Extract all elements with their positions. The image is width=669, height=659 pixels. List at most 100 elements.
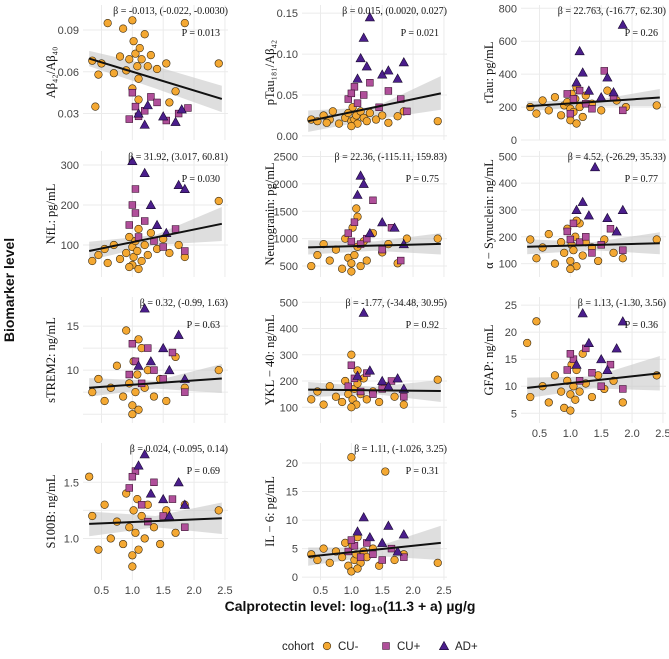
- point-ad-plus: [608, 87, 619, 97]
- y-tick-label: 0.03: [58, 109, 79, 121]
- point-cu-plus: [128, 88, 137, 97]
- point-cu-plus: [356, 387, 365, 396]
- point-cu-minus: [128, 551, 137, 560]
- point-ad-plus: [577, 308, 588, 318]
- point-ad-plus: [571, 77, 582, 87]
- point-cu-minus: [544, 230, 553, 239]
- point-cu-minus: [122, 326, 131, 335]
- point-cu-plus: [588, 369, 596, 377]
- y-tick-label: 5: [511, 408, 517, 420]
- point-cu-plus: [168, 495, 177, 503]
- point-ad-plus: [377, 537, 388, 547]
- point-cu-minus: [94, 250, 103, 260]
- point-cu-minus: [165, 98, 174, 107]
- point-cu-minus: [352, 204, 361, 213]
- point-ad-plus: [398, 529, 409, 539]
- point-cu-minus: [119, 24, 128, 33]
- point-cu-plus: [356, 240, 365, 248]
- point-ad-plus: [133, 460, 144, 470]
- point-cu-plus: [350, 218, 359, 226]
- point-cu-minus: [365, 108, 374, 118]
- point-ad-plus: [583, 337, 594, 347]
- point-cu-minus: [115, 254, 125, 264]
- point-ad-plus: [151, 219, 163, 229]
- point-cu-minus: [100, 500, 109, 509]
- point-ad-plus: [617, 316, 628, 326]
- point-ad-plus: [577, 67, 588, 77]
- x-axis-title: Calprotectin level: log₁₀(11.3 + a) µg/g: [225, 598, 476, 614]
- point-ad-plus: [602, 212, 613, 223]
- point-cu-minus: [325, 256, 334, 265]
- panel-y-label: NfL: pg/mL: [44, 184, 58, 245]
- point-ad-plus: [352, 526, 363, 536]
- point-ad-plus: [377, 375, 388, 385]
- beta-annotation: β = 22.763, (-16.77, 62.30): [558, 6, 666, 17]
- point-cu-minus: [214, 59, 223, 68]
- point-ad-plus: [173, 477, 184, 487]
- y-tick-label: 100: [499, 259, 517, 271]
- point-cu-minus: [152, 64, 162, 74]
- point-cu-plus: [356, 553, 365, 561]
- point-cu-minus: [85, 472, 94, 481]
- panel-2: 0 200 400 600 800 tTau: pg/mL β = 22.763, (-16…: [482, 3, 666, 147]
- y-tick-label: 1.5: [64, 477, 79, 489]
- point-cu-minus: [328, 107, 337, 116]
- point-cu-minus: [532, 109, 541, 118]
- point-cu-minus: [128, 562, 137, 571]
- point-cu-minus: [122, 248, 131, 258]
- point-cu-minus: [134, 545, 143, 554]
- point-cu-plus: [125, 221, 133, 229]
- point-cu-plus: [378, 556, 386, 564]
- beta-annotation: β = 1.13, (-1.30, 3.56): [578, 298, 666, 309]
- legend-marker-cu-plus: [382, 642, 390, 650]
- point-cu-plus: [619, 385, 627, 393]
- panel-y-label: YKL − 40: ng/mL: [263, 315, 277, 406]
- point-cu-minus: [319, 400, 328, 409]
- y-tick-label: 5: [292, 544, 298, 556]
- point-cu-minus: [594, 256, 603, 266]
- point-cu-minus: [171, 87, 180, 96]
- point-cu-minus: [532, 317, 541, 326]
- point-ad-plus: [358, 307, 369, 317]
- x-tick-label: 2.0: [405, 585, 420, 597]
- point-cu-minus: [433, 375, 442, 384]
- point-ad-plus: [574, 45, 585, 56]
- point-cu-minus: [603, 86, 612, 95]
- point-cu-minus: [134, 264, 143, 274]
- point-cu-plus: [150, 366, 158, 374]
- p-value: P = 0.92: [406, 320, 439, 331]
- p-value: P = 0.69: [187, 466, 220, 477]
- point-cu-minus: [140, 240, 149, 250]
- point-ad-plus: [383, 520, 394, 530]
- confidence-band: [89, 50, 222, 113]
- point-cu-minus: [569, 246, 578, 255]
- point-cu-plus: [159, 375, 167, 383]
- point-cu-minus: [119, 392, 128, 401]
- point-cu-minus: [566, 406, 575, 415]
- point-cu-minus: [180, 18, 189, 28]
- point-cu-minus: [356, 261, 365, 271]
- regression-line: [308, 242, 441, 249]
- point-cu-minus: [137, 511, 146, 521]
- y-tick-label: 0.05: [277, 90, 298, 102]
- point-cu-minus: [550, 371, 560, 380]
- point-ad-plus: [398, 57, 409, 67]
- point-cu-minus: [125, 523, 134, 532]
- x-tick-label: 2.5: [436, 585, 451, 597]
- point-cu-plus: [563, 366, 571, 374]
- point-cu-minus: [119, 539, 128, 549]
- point-cu-plus: [181, 523, 189, 531]
- x-tick-label: 1.5: [594, 428, 609, 440]
- regression-line: [88, 57, 223, 100]
- point-cu-minus: [131, 388, 140, 397]
- legend-marker-ad-plus: [438, 640, 450, 650]
- confidence-band: [527, 232, 660, 255]
- point-cu-plus: [150, 478, 158, 487]
- point-ad-plus: [617, 19, 628, 29]
- beta-annotation: β = 0.015, (0.0020, 0.027): [342, 6, 447, 17]
- panel-y-label: sTREM2: ng/mL: [44, 317, 58, 403]
- point-cu-minus: [362, 256, 371, 265]
